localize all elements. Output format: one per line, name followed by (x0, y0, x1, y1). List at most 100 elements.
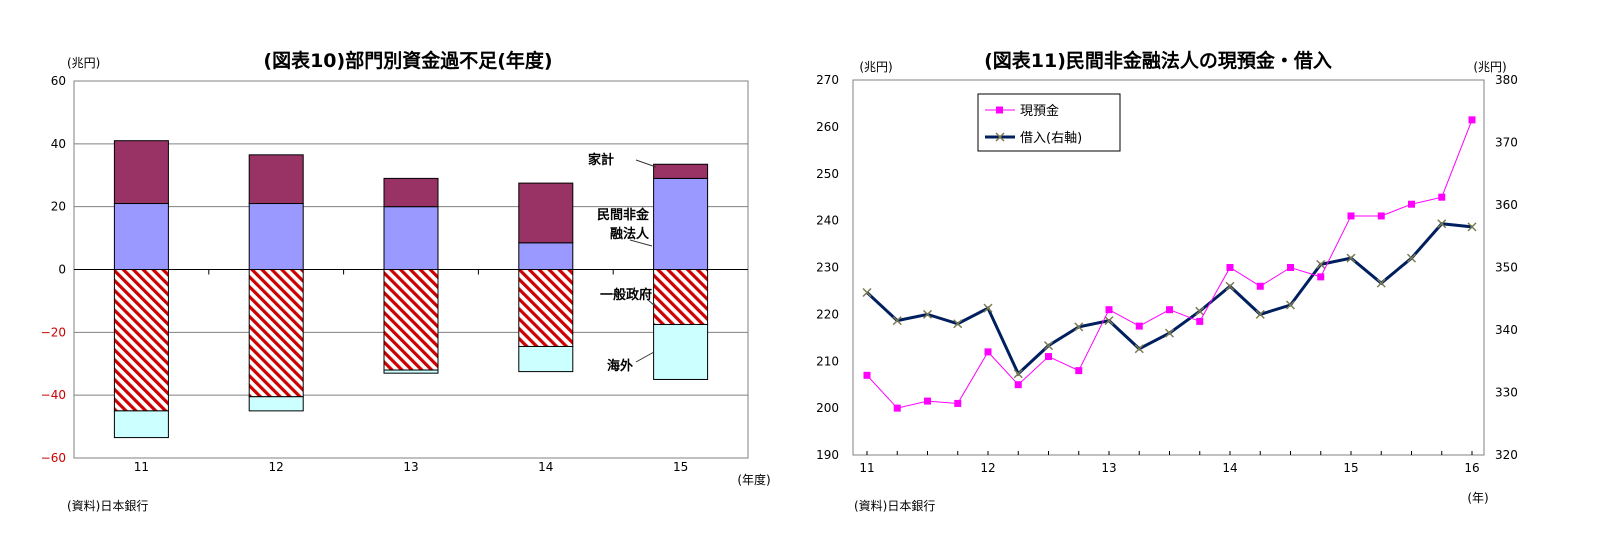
borrowing-point (1285, 300, 1296, 310)
legend-cash-label: 現預金 (1020, 103, 1059, 119)
bar-segment (113, 410, 169, 439)
annotation-kaigai: 海外 (607, 358, 633, 374)
chart2-plot-area (852, 79, 1485, 456)
cash-point (1408, 200, 1415, 208)
bar-segment (518, 269, 574, 347)
chart2-y-tick-label-right: 330 (1495, 386, 1518, 400)
cash-point (893, 404, 901, 412)
bar-segment (653, 163, 709, 179)
borrowing-point (1043, 341, 1054, 351)
chart2-lines (862, 116, 1477, 412)
bar-segment (518, 182, 574, 244)
borrowing-point (1346, 253, 1356, 263)
cash-point (1014, 381, 1022, 389)
cash-point (1045, 353, 1052, 361)
chart2-y-tick-label-left: 250 (816, 167, 839, 181)
chart2-y-tick-label-right: 350 (1495, 261, 1518, 275)
chart2-y-unit-left: (兆円) (859, 60, 892, 74)
cash-point (1438, 193, 1446, 201)
chart1-y-tick-label: 0 (58, 263, 66, 277)
cash-point (984, 348, 992, 356)
cash-point (1287, 264, 1294, 271)
cash-borrowing-chart: (図表11)民間非金融法人の現預金・借入 (兆円) (兆円) (年) (資料)日… (816, 49, 1518, 513)
cash-point (924, 397, 931, 405)
bar-segment (383, 177, 439, 208)
bar-segment (248, 154, 304, 205)
chart1-bars (113, 140, 709, 439)
chart2-x-tick-label: 12 (980, 461, 995, 475)
borrowing-point (1376, 278, 1386, 288)
chart1-x-tick-label: 12 (269, 460, 284, 474)
sector-balance-chart: (図表10)部門別資金過不足(年度) (兆円) (年度) (資料)日本銀行 60… (41, 49, 771, 513)
borrowing-point (1316, 259, 1326, 269)
borrowing-point (1074, 322, 1084, 332)
bar-segment (113, 203, 169, 270)
borrowing-point (1225, 281, 1235, 291)
chart1-y-tick-label: −60 (41, 451, 66, 465)
bar-segment (518, 345, 574, 373)
chart1-title: (図表10)部門別資金過不足(年度) (263, 49, 552, 72)
cash-point (1105, 306, 1113, 314)
cash-point (1317, 273, 1325, 281)
chart2-y-ticks-left: 270 260 250 240 230 220 210 200 190 (816, 73, 839, 462)
bar-segment (653, 177, 709, 270)
chart1-x-tick-label: 13 (403, 460, 418, 474)
chart1-x-tick-label: 14 (538, 460, 553, 474)
chart2-x-tick-label: 16 (1464, 461, 1479, 475)
chart2-y-tick-label-right: 320 (1495, 448, 1518, 462)
chart1-y-tick-label: 20 (51, 200, 66, 214)
chart1-x-tick-label: 15 (673, 460, 688, 474)
borrowing-point (953, 319, 963, 329)
cash-point (863, 371, 871, 379)
chart2-y-tick-label-left: 190 (816, 448, 839, 462)
bar-segment (248, 269, 304, 398)
bar-segment (383, 269, 439, 371)
bar-segment (518, 242, 574, 271)
cash-point (1075, 367, 1083, 375)
bar-segment (383, 369, 439, 374)
legend-cash-marker (996, 106, 1003, 114)
chart1-x-tick-label: 11 (134, 460, 149, 474)
chart2-y-tick-label-left: 200 (816, 401, 839, 415)
borrowing-point (1437, 219, 1447, 229)
borrowing-point (922, 309, 933, 319)
chart1-annotations: 家計 民間非金 融法人 一般政府 海外 (588, 152, 657, 374)
chart2-y-tick-label-left: 230 (816, 261, 839, 275)
chart2-x-tick-label: 15 (1343, 461, 1358, 475)
chart1-y-ticks: 60 40 20 0 −20 −40 −60 (41, 74, 66, 465)
bar-segment (248, 396, 304, 412)
chart2-y-ticks-right: 380 370 360 350 340 330 320 (1495, 73, 1518, 462)
chart2-x-ticks: 11 12 13 14 15 16 (859, 451, 1480, 475)
chart2-y-tick-label-left: 220 (816, 307, 839, 321)
chart2-y-tick-label-right: 370 (1495, 136, 1518, 150)
chart2-y-unit-right: (兆円) (1473, 60, 1506, 74)
cash-point (1166, 306, 1173, 314)
annotation-seifu-leader (647, 299, 656, 307)
annotation-kakei-leader (635, 159, 657, 168)
cash-point (1347, 212, 1355, 220)
chart1-source: (資料)日本銀行 (67, 499, 148, 513)
annotation-minkan-leader (629, 239, 653, 247)
chart1-x-ticks: 11 12 13 14 15 (134, 269, 688, 474)
bar-segment (653, 269, 709, 325)
chart2-y-tick-label-right: 340 (1495, 323, 1518, 337)
chart2-x-tick-label: 14 (1222, 461, 1237, 475)
cash-point (1226, 264, 1234, 271)
chart1-y-tick-label: −20 (41, 325, 66, 339)
chart2-y-tick-label-right: 380 (1495, 73, 1518, 87)
chart1-y-tick-label: −40 (41, 388, 66, 402)
chart2-y-tick-label-left: 240 (816, 214, 839, 228)
chart2-y-tick-label-left: 260 (816, 120, 839, 134)
bar-segment (653, 323, 709, 380)
chart2-x-tick-label: 13 (1101, 461, 1116, 475)
chart1-x-unit: (年度) (737, 472, 770, 487)
chart1-y-unit: (兆円) (67, 56, 100, 70)
chart2-x-unit: (年) (1467, 491, 1488, 505)
legend-box (977, 93, 1121, 152)
borrowing-point (1164, 328, 1175, 338)
bar-segment (113, 269, 169, 412)
chart1-y-tick-label: 40 (51, 137, 66, 151)
annotation-minkan-line2: 融法人 (610, 226, 650, 242)
legend-borrow-label: 借入(右軸) (1020, 131, 1082, 146)
cash-point (954, 399, 962, 407)
